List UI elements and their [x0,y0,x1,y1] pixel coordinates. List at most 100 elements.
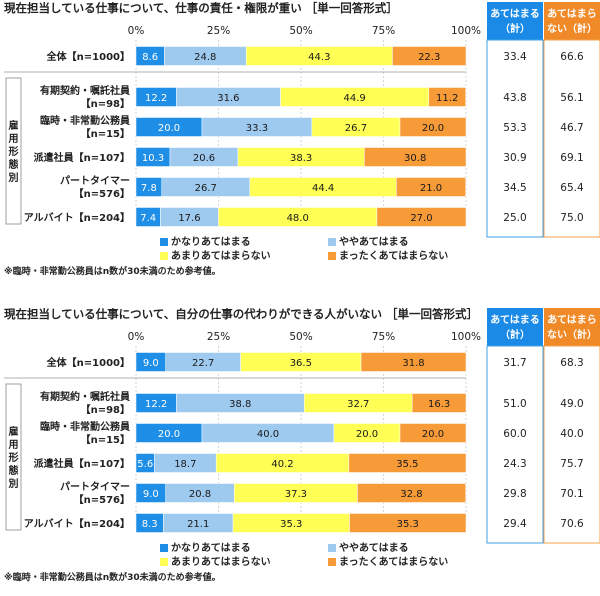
p1-disagree-total: 69.1 [560,152,583,164]
p1-bar-value-label: 20.0 [158,123,180,134]
p2-legend-swatch [160,544,168,552]
p1-category-label: 臨時・非常勤公務員 [40,114,130,127]
p2-tick-label: 75% [372,331,395,343]
p1-disagree-header-line2: ない（計） [547,22,597,35]
p1-legend-label: かなりあてはまる [171,235,251,248]
p2-bar-value-label: 36.5 [290,358,312,369]
p2-bar-value-label: 12.2 [145,399,167,410]
p1-category-label: 派遣社員【n=107】 [34,151,130,164]
p2-tick-label: 0% [128,331,145,343]
p2-bar-value-label: 31.8 [402,358,424,369]
p1-agree-total: 25.0 [503,212,526,224]
p1-legend-swatch [328,252,336,260]
p2-disagree-header-line1: あてはまら [547,313,597,326]
p1-disagree-header-line1: あてはまら [547,7,597,20]
p1-bar-segment [392,46,467,66]
p1-legend-swatch [160,252,168,260]
p1-bar-value-label: 38.3 [290,153,312,164]
p2-bar-value-label: 8.3 [142,519,158,530]
p1-bar-value-label: 20.6 [193,153,215,164]
p1-bar-value-label: 24.8 [194,52,216,63]
p1-agree-total: 33.4 [503,51,527,63]
p1-bar-value-label: 22.3 [418,52,440,63]
p2-legend-swatch [328,544,336,552]
p2-agree-total: 29.8 [503,488,526,500]
p1-legend-label: まったくあてはまらない [339,249,448,262]
p2-category-label: 臨時・非常勤公務員 [40,420,130,433]
p2-bar-value-label: 35.3 [280,519,302,530]
p2-agree-total: 31.7 [503,357,526,369]
p2-disagree-column-border [543,345,600,544]
p2-bar-segment [349,513,467,533]
p2-category-label: 全体【n=1000】 [46,356,130,369]
p1-bar-value-label: 11.2 [436,93,458,104]
p1-bar-value-label: 44.4 [312,183,334,194]
p2-bar-value-label: 9.0 [143,489,159,500]
p2-disagree-total: 70.6 [560,518,584,530]
p1-bar-segment [428,87,466,107]
p1-group-label-char: 雇 [9,119,19,132]
p1-bar-value-label: 31.6 [217,93,239,104]
p1-group-label-char: 態 [9,158,19,171]
p1-category-label-n: 【n=15】 [81,127,130,140]
p2-tick-label: 50% [289,331,312,343]
p2-disagree-total: 68.3 [560,357,583,369]
p1-bar-segment [376,207,467,227]
p2-disagree-total: 75.7 [560,458,583,470]
p1-bar-value-label: 20.0 [422,123,444,134]
p2-tick-label: 100% [451,331,481,343]
p1-disagree-total: 56.1 [560,92,583,104]
p1-bar-value-label: 26.7 [195,183,217,194]
p1-category-label-n: 【n=98】 [81,97,130,110]
p2-agree-total: 51.0 [503,398,526,410]
p1-bar-value-label: 33.3 [246,123,268,134]
p1-legend-label: ややあてはまる [339,235,409,248]
p1-disagree-total: 46.7 [560,122,583,134]
p2-category-label: パートタイマー [60,481,130,493]
p2-bar-value-label: 20.0 [356,429,378,440]
p2-legend-swatch [328,558,336,566]
p1-agree-header-line2: （計） [500,22,530,35]
p1-legend-label: あまりあてはまらない [171,249,271,262]
p1-agree-total: 30.9 [503,152,526,164]
p2-legend-label: まったくあてはまらない [339,555,448,568]
p2-category-label: 派遣社員【n=107】 [34,457,130,470]
p2-bar-segment [411,393,467,413]
p2-group-label-char: 別 [8,477,19,490]
p1-agree-header-bg [487,2,543,40]
p2-disagree-total: 40.0 [560,428,583,440]
p2-bar-value-label: 32.8 [400,489,422,500]
p1-tick-label: 25% [207,25,230,37]
p1-category-label-n: 【n=576】 [74,187,130,200]
p2-chart-title: 現在担当している仕事について、自分の仕事の代わりができる人がいない ［単一回答形… [4,307,478,321]
p2-agree-header-bg [487,308,543,346]
p2-footnote: ※臨時・非常勤公務員はn数が30未満のため参考値。 [4,571,221,583]
p1-group-label-char: 用 [8,133,19,145]
p1-agree-total: 43.8 [503,92,526,104]
p2-category-label-n: 【n=576】 [74,493,130,506]
p1-bar-value-label: 44.9 [343,93,365,104]
p1-agree-total: 53.3 [503,122,526,134]
p2-bar-segment [360,352,467,372]
p1-category-label: アルバイト【n=204】 [24,211,130,224]
p1-tick-label: 50% [289,25,312,37]
p2-bar-value-label: 20.8 [189,489,211,500]
p2-bar-segment [399,423,467,443]
p2-disagree-header-line2: ない（計） [547,328,597,341]
p2-agree-header-line1: あてはまる [490,313,540,326]
p2-bar-value-label: 20.0 [422,429,444,440]
p2-group-label-char: 形 [9,452,19,464]
p1-bar-value-label: 8.6 [142,52,158,63]
p2-agree-total: 29.4 [503,518,527,530]
p1-agree-total: 34.5 [503,182,526,194]
p1-legend-swatch [328,238,336,246]
p1-agree-column-border [486,39,544,238]
p1-bar-segment [364,147,467,167]
p1-bar-value-label: 7.4 [140,213,156,224]
p1-tick-label: 100% [451,25,481,37]
p1-legend-swatch [160,238,168,246]
p2-bar-value-label: 38.8 [229,399,251,410]
p1-category-label: パートタイマー [60,175,130,187]
p2-legend-swatch [160,558,168,566]
p2-bar-value-label: 22.7 [192,358,214,369]
